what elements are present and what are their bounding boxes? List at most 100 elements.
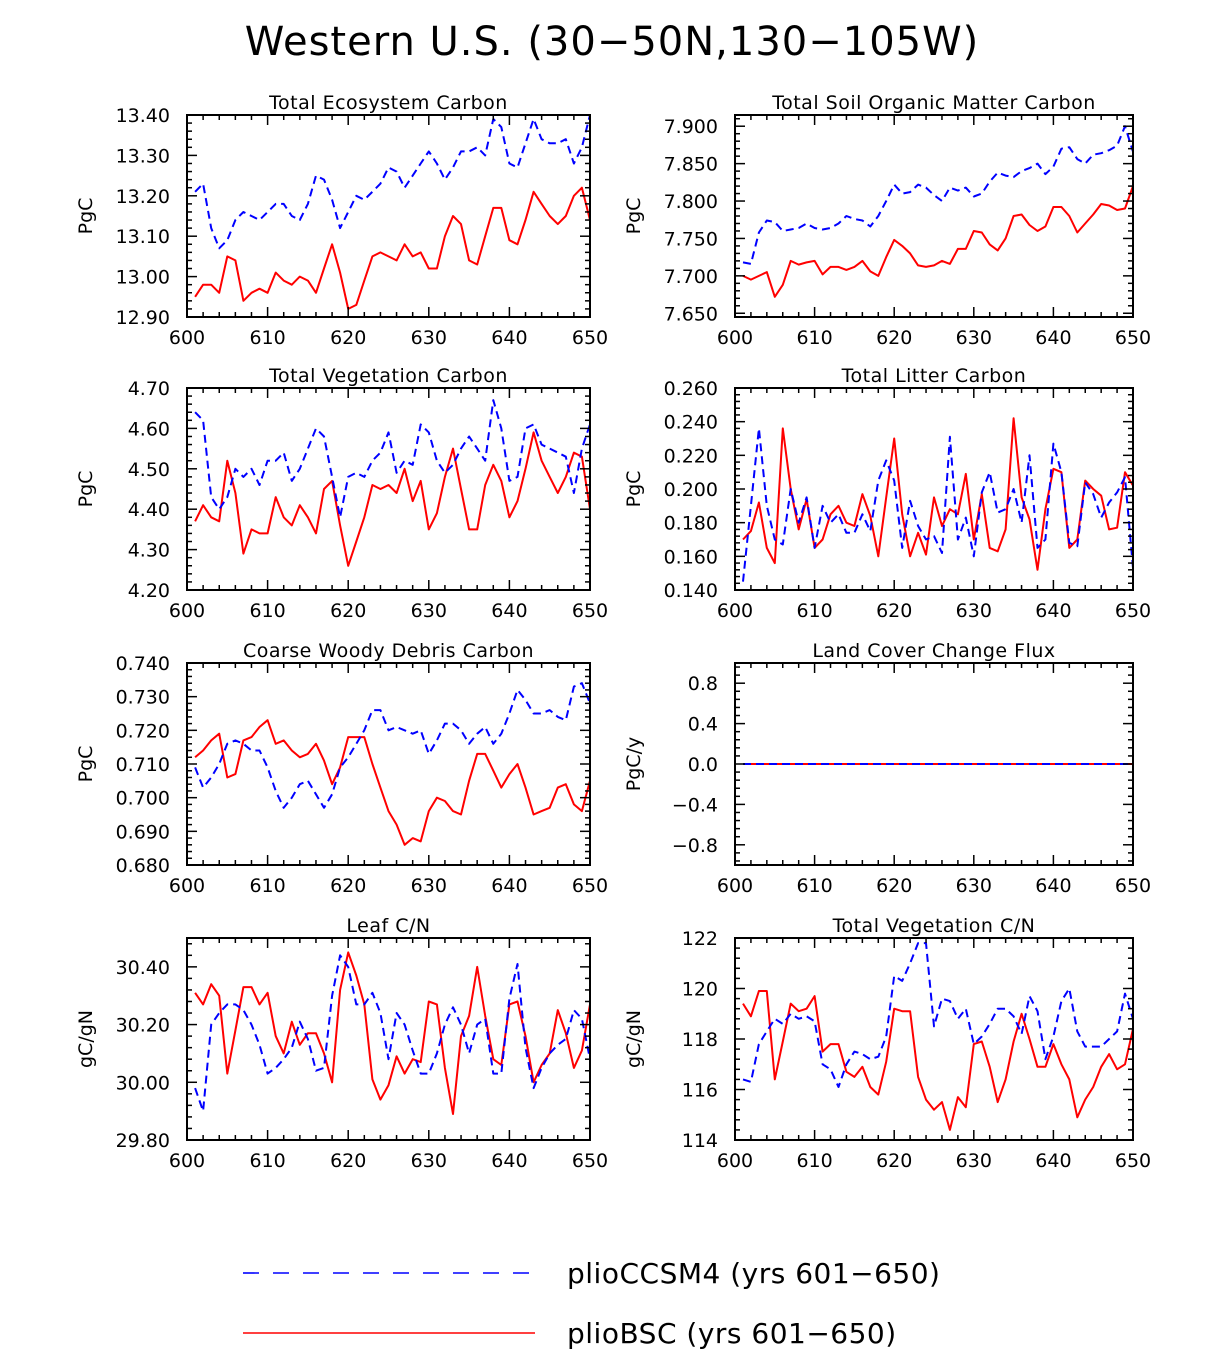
x-tick-label: 640 — [1035, 875, 1071, 897]
y-tick-label: 0.720 — [116, 720, 170, 742]
panel-title: Coarse Woody Debris Carbon — [243, 640, 534, 662]
series-line-pliobsc — [742, 185, 1133, 298]
x-tick-label: 650 — [1115, 327, 1151, 349]
plot-frame — [186, 387, 591, 591]
panel-title: Total Vegetation Carbon — [268, 365, 508, 387]
y-tick-label: 7.800 — [664, 191, 718, 213]
y-tick-label: 13.10 — [116, 226, 170, 248]
y-tick-label: 0.710 — [116, 754, 170, 776]
x-tick-label: 630 — [956, 327, 992, 349]
panel-title: Total Soil Organic Matter Carbon — [771, 92, 1096, 114]
x-tick-label: 610 — [796, 1150, 832, 1172]
x-tick-label: 630 — [411, 327, 447, 349]
panel-total-vegetation-c-n: Total Vegetation C/N gC/gN 600 610 620 630 640… — [623, 915, 1151, 1172]
y-tick-label: 0.700 — [116, 788, 170, 810]
panels: Total Ecosystem Carbon PgC 600 610 620 630 640… — [75, 92, 1151, 1172]
x-tick-label: 630 — [956, 600, 992, 622]
y-tick-label: 0.140 — [664, 580, 718, 602]
x-tick-label: 600 — [717, 875, 753, 897]
x-tick-label: 600 — [717, 327, 753, 349]
x-tick-label: 650 — [572, 875, 608, 897]
x-tick-label: 620 — [876, 875, 912, 897]
legend-label-plioccsm4: plioCCSM4 (yrs 601−650) — [567, 1257, 940, 1290]
y-tick-label: −0.8 — [672, 835, 718, 857]
x-tick-label: 620 — [330, 600, 366, 622]
x-tick-label: 610 — [796, 327, 832, 349]
y-axis-label: PgC — [75, 198, 97, 235]
y-tick-label: 7.700 — [664, 266, 718, 288]
panel-leaf-c-n: Leaf C/N gC/gN 600 610 620 630 640 650 29.80 30.0… — [75, 915, 608, 1172]
x-tick-label: 650 — [1115, 1150, 1151, 1172]
x-tick-label: 630 — [411, 875, 447, 897]
panel-title: Total Vegetation C/N — [832, 915, 1036, 937]
y-tick-label: −0.4 — [672, 794, 718, 816]
y-tick-label: 4.20 — [128, 580, 170, 602]
y-tick-label: 13.00 — [116, 267, 170, 289]
x-tick-label: 630 — [956, 875, 992, 897]
y-tick-label: 116 — [682, 1080, 718, 1102]
y-tick-label: 0.200 — [664, 479, 718, 501]
y-tick-label: 13.20 — [116, 186, 170, 208]
x-tick-label: 650 — [1115, 600, 1151, 622]
series-line-pliobsc — [742, 990, 1133, 1131]
y-tick-label: 13.30 — [116, 145, 170, 167]
x-tick-label: 650 — [572, 1150, 608, 1172]
series-line-plioccsm4 — [194, 115, 590, 250]
plot-frame — [186, 937, 591, 1141]
x-tick-label: 620 — [876, 327, 912, 349]
y-tick-label: 0.180 — [664, 513, 718, 535]
y-tick-label: 0.740 — [116, 653, 170, 675]
y-axis-label: PgC — [623, 198, 645, 235]
series-line-pliobsc — [194, 186, 590, 310]
legend: plioCCSM4 (yrs 601−650) plioBSC (yrs 601… — [243, 1257, 940, 1350]
x-tick-label: 610 — [796, 875, 832, 897]
panel-total-vegetation-carbon: Total Vegetation Carbon PgC 600 610 620 630 64… — [75, 365, 608, 622]
y-tick-label: 4.70 — [128, 378, 170, 400]
x-tick-label: 650 — [572, 600, 608, 622]
y-tick-label: 114 — [682, 1130, 718, 1152]
x-tick-label: 600 — [169, 875, 205, 897]
x-tick-label: 640 — [491, 327, 527, 349]
y-tick-label: 0.8 — [688, 673, 718, 695]
series-line-plioccsm4 — [742, 125, 1133, 265]
x-tick-label: 640 — [491, 1150, 527, 1172]
y-tick-label: 0.240 — [664, 412, 718, 434]
y-tick-label: 0.0 — [688, 754, 718, 776]
series-line-plioccsm4 — [742, 942, 1133, 1088]
x-tick-label: 600 — [169, 327, 205, 349]
y-tick-label: 30.00 — [116, 1072, 170, 1094]
panel-title: Total Ecosystem Carbon — [268, 92, 508, 114]
y-tick-label: 12.90 — [116, 307, 170, 329]
x-tick-label: 630 — [956, 1150, 992, 1172]
figure-title: Western U.S. (30−50N,130−105W) — [245, 19, 980, 65]
x-tick-label: 620 — [876, 1150, 912, 1172]
series-line-plioccsm4 — [194, 682, 590, 809]
x-tick-label: 630 — [411, 600, 447, 622]
x-tick-label: 600 — [717, 600, 753, 622]
y-tick-label: 0.680 — [116, 855, 170, 877]
x-tick-label: 620 — [330, 1150, 366, 1172]
panel-total-soil-organic-matter-carbon: Total Soil Organic Matter Carbon PgC 600 61… — [623, 92, 1151, 349]
y-axis-label: PgC/y — [623, 737, 645, 791]
panel-coarse-woody-debris-carbon: Coarse Woody Debris Carbon PgC 600 610 620 63… — [75, 640, 608, 897]
x-tick-label: 640 — [1035, 1150, 1071, 1172]
y-axis-label: gC/gN — [75, 1010, 97, 1068]
y-tick-label: 30.40 — [116, 957, 170, 979]
panel-land-cover-change-flux: Land Cover Change Flux PgC/y 600 610 620 630 6… — [623, 640, 1151, 897]
y-tick-label: 4.60 — [128, 418, 170, 440]
y-tick-label: 0.160 — [664, 546, 718, 568]
panel-total-ecosystem-carbon: Total Ecosystem Carbon PgC 600 610 620 630 640… — [75, 92, 608, 349]
y-axis-label: PgC — [623, 471, 645, 508]
x-tick-label: 640 — [1035, 327, 1071, 349]
y-tick-label: 7.750 — [664, 228, 718, 250]
x-tick-label: 610 — [796, 600, 832, 622]
y-axis-label: gC/gN — [623, 1010, 645, 1068]
y-tick-label: 4.30 — [128, 540, 170, 562]
x-tick-label: 650 — [1115, 875, 1151, 897]
x-tick-label: 610 — [249, 600, 285, 622]
x-tick-label: 640 — [1035, 600, 1071, 622]
x-tick-label: 640 — [491, 600, 527, 622]
x-tick-label: 640 — [491, 875, 527, 897]
